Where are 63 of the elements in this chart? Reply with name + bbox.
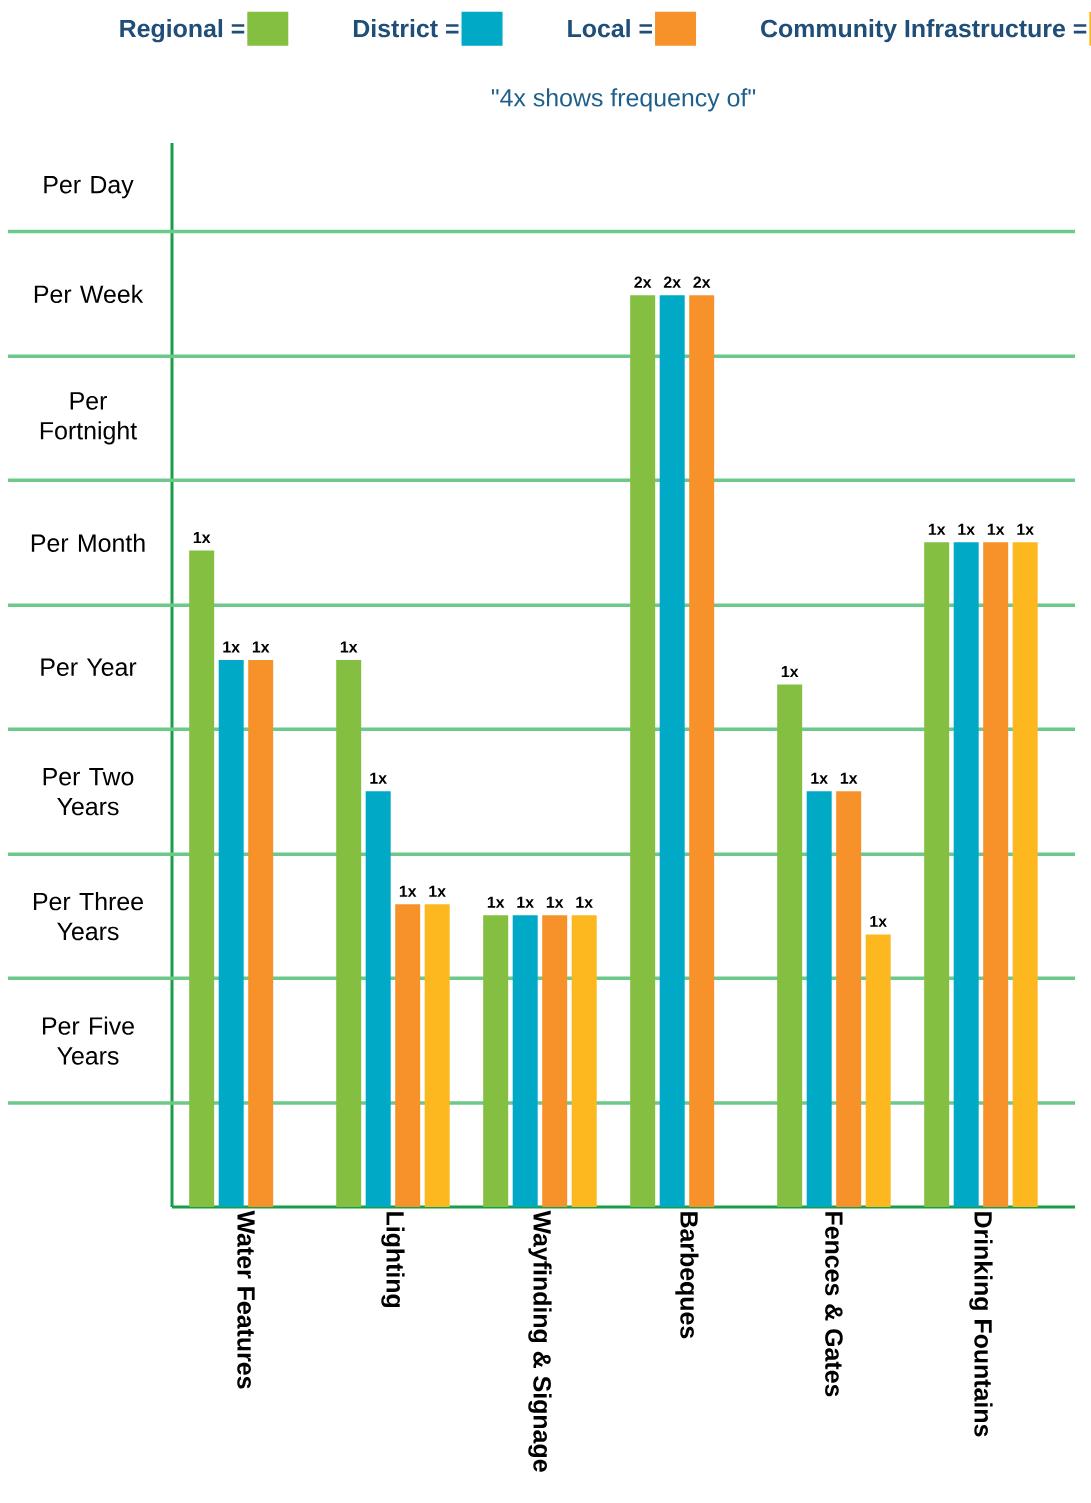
bar (1012, 542, 1038, 1207)
annotation: 1x (546, 896, 564, 908)
annotation: 1x (223, 641, 240, 653)
bar (777, 684, 803, 1207)
bar (983, 542, 1009, 1207)
text: 2x (693, 276, 711, 288)
x-tick-label: Water Features (237, 1210, 255, 1389)
x-tick-label: Lighting (381, 1212, 405, 1308)
text: Per Fortnight (40, 392, 137, 445)
text: 2x (663, 276, 681, 288)
annotation: 1x (840, 772, 858, 784)
annotation: 1x (870, 915, 887, 927)
chart-title: "4x shows frequency of" (491, 88, 756, 112)
bar (689, 295, 715, 1207)
bar (189, 550, 215, 1207)
annotation: 1x (487, 896, 505, 908)
x-tick-label: Barbeques (675, 1212, 699, 1339)
legend-label: District = (353, 19, 459, 38)
bar (865, 934, 891, 1207)
bar (424, 904, 450, 1207)
annotation: 1x (399, 885, 417, 897)
text: Per Five Years (42, 1016, 134, 1065)
text: Per Month (31, 533, 145, 552)
annotation: 1x (928, 523, 946, 535)
bar (806, 791, 832, 1207)
annotation: 1x (781, 666, 799, 678)
legend-label: Regional = (120, 19, 245, 43)
bar (571, 915, 597, 1207)
text: Per Two Years (43, 768, 134, 816)
bar (218, 659, 244, 1207)
bar (365, 791, 391, 1207)
x-tick-label: Fences & Gates (825, 1212, 843, 1397)
bar (512, 915, 538, 1207)
bar (836, 791, 862, 1207)
annotation: 1x (576, 896, 593, 908)
annotation: 1x (811, 772, 828, 784)
annotation: 1x (370, 772, 387, 784)
text: Per Year (41, 658, 137, 676)
annotation: 1x (987, 523, 1005, 535)
bar (336, 659, 362, 1207)
annotation: 1x (958, 523, 975, 535)
text: Per Week (34, 284, 144, 304)
annotation: 1x (1017, 523, 1034, 535)
annotation: 1x (517, 896, 534, 908)
text: Per Three Years (33, 892, 143, 941)
bar (483, 915, 509, 1207)
x-tick-label: Drinking Fountains (969, 1212, 993, 1437)
text: 2x (634, 276, 652, 288)
annotation: 1x (252, 641, 270, 653)
legend-label: Local = (568, 19, 653, 38)
annotation: 1x (193, 532, 211, 544)
bar (248, 659, 274, 1207)
text: Per Day (44, 176, 134, 199)
bar (395, 904, 421, 1207)
x-tick-label: Wayfinding & Signage (528, 1210, 552, 1472)
bar (924, 542, 950, 1207)
annotation: 1x (429, 885, 446, 897)
bar (542, 915, 568, 1207)
legend-label: Community Infrastructure = (761, 19, 1087, 43)
bar (659, 295, 685, 1207)
annotation: 1x (340, 641, 358, 653)
bar (630, 295, 656, 1207)
bar (953, 542, 979, 1207)
